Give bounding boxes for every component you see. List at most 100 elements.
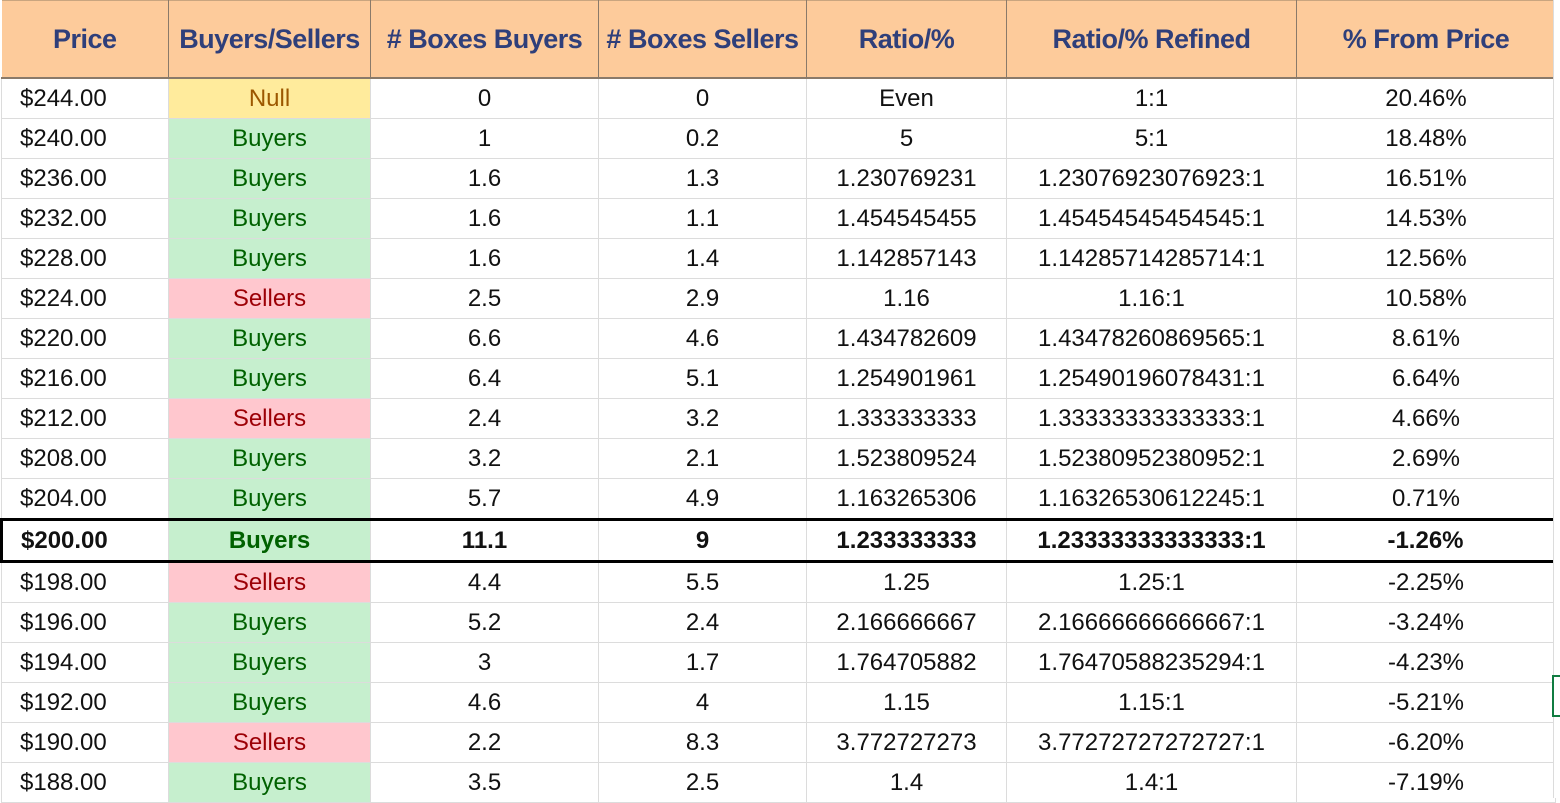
cell-boxes-buyers[interactable]: 1.6 bbox=[370, 238, 599, 279]
cell-price[interactable]: $216.00 bbox=[1, 358, 169, 399]
cell-ratio[interactable]: 1.4 bbox=[806, 762, 1007, 803]
cell-ratio-refined[interactable]: 2.16666666666667:1 bbox=[1006, 602, 1297, 643]
cell-price[interactable]: $204.00 bbox=[1, 478, 169, 520]
cell-price[interactable]: $220.00 bbox=[1, 318, 169, 359]
cell-boxes-buyers[interactable]: 2.5 bbox=[370, 278, 599, 319]
cell-buyers-sellers[interactable]: Buyers bbox=[168, 158, 371, 199]
cell-boxes-buyers[interactable]: 0 bbox=[370, 77, 599, 119]
cell-boxes-buyers[interactable]: 2.2 bbox=[370, 722, 599, 763]
cell-boxes-sellers[interactable]: 2.9 bbox=[598, 278, 807, 319]
header-from-price[interactable]: % From Price bbox=[1296, 0, 1556, 79]
cell-boxes-sellers[interactable]: 1.4 bbox=[598, 238, 807, 279]
header-boxes-sellers[interactable]: # Boxes Sellers bbox=[598, 0, 807, 79]
cell-from-price[interactable]: 0.71% bbox=[1296, 478, 1556, 520]
cell-buyers-sellers[interactable]: Buyers bbox=[168, 198, 371, 239]
cell-ratio-refined[interactable]: 1.4:1 bbox=[1006, 762, 1297, 803]
cell-ratio-refined[interactable]: 1.23076923076923:1 bbox=[1006, 158, 1297, 199]
cell-price[interactable]: $208.00 bbox=[1, 438, 169, 479]
cell-ratio-refined[interactable]: 1.16326530612245:1 bbox=[1006, 478, 1297, 520]
cell-ratio[interactable]: 1.142857143 bbox=[806, 238, 1007, 279]
cell-boxes-buyers[interactable]: 3.5 bbox=[370, 762, 599, 803]
cell-from-price[interactable]: -6.20% bbox=[1296, 722, 1556, 763]
cell-buyers-sellers[interactable]: Buyers bbox=[168, 602, 371, 643]
cell-from-price[interactable]: 20.46% bbox=[1296, 77, 1556, 119]
cell-ratio[interactable]: 1.254901961 bbox=[806, 358, 1007, 399]
header-boxes-buyers[interactable]: # Boxes Buyers bbox=[370, 0, 599, 79]
cell-ratio-refined[interactable]: 1.25490196078431:1 bbox=[1006, 358, 1297, 399]
cell-buyers-sellers[interactable]: Buyers bbox=[168, 318, 371, 359]
cell-ratio-refined[interactable]: 1.15:1 bbox=[1006, 682, 1297, 723]
cell-ratio[interactable]: 1.16 bbox=[806, 278, 1007, 319]
cell-price[interactable]: $212.00 bbox=[1, 398, 169, 439]
cell-from-price[interactable]: 12.56% bbox=[1296, 238, 1556, 279]
cell-boxes-sellers[interactable]: 9 bbox=[598, 518, 807, 563]
cell-ratio[interactable]: 1.25 bbox=[806, 561, 1007, 603]
cell-boxes-buyers[interactable]: 6.4 bbox=[370, 358, 599, 399]
cell-from-price[interactable]: 2.69% bbox=[1296, 438, 1556, 479]
header-price[interactable]: Price bbox=[1, 0, 169, 79]
cell-ratio[interactable]: 1.15 bbox=[806, 682, 1007, 723]
cell-ratio[interactable]: 1.163265306 bbox=[806, 478, 1007, 520]
cell-from-price[interactable]: 14.53% bbox=[1296, 198, 1556, 239]
cell-ratio[interactable]: 1.233333333 bbox=[806, 518, 1007, 563]
cell-boxes-buyers[interactable]: 4.6 bbox=[370, 682, 599, 723]
cell-price[interactable]: $236.00 bbox=[1, 158, 169, 199]
cell-boxes-buyers[interactable]: 3 bbox=[370, 642, 599, 683]
cell-ratio-refined[interactable]: 1.33333333333333:1 bbox=[1006, 398, 1297, 439]
cell-buyers-sellers[interactable]: Buyers bbox=[168, 762, 371, 803]
cell-from-price[interactable]: 10.58% bbox=[1296, 278, 1556, 319]
cell-ratio[interactable]: 1.434782609 bbox=[806, 318, 1007, 359]
cell-from-price[interactable]: -4.23% bbox=[1296, 642, 1556, 683]
cell-boxes-sellers[interactable]: 3.2 bbox=[598, 398, 807, 439]
cell-ratio-refined[interactable]: 1.25:1 bbox=[1006, 561, 1297, 603]
cell-ratio-refined[interactable]: 1.52380952380952:1 bbox=[1006, 438, 1297, 479]
cell-boxes-sellers[interactable]: 1.7 bbox=[598, 642, 807, 683]
cell-ratio[interactable]: 1.523809524 bbox=[806, 438, 1007, 479]
cell-ratio[interactable]: 1.454545455 bbox=[806, 198, 1007, 239]
cell-buyers-sellers[interactable]: Buyers bbox=[168, 118, 371, 159]
cell-boxes-sellers[interactable]: 5.5 bbox=[598, 561, 807, 603]
cell-buyers-sellers[interactable]: Sellers bbox=[168, 398, 371, 439]
cell-boxes-sellers[interactable]: 1.3 bbox=[598, 158, 807, 199]
cell-ratio-refined[interactable]: 1:1 bbox=[1006, 77, 1297, 119]
cell-price[interactable]: $192.00 bbox=[1, 682, 169, 723]
cell-price[interactable]: $194.00 bbox=[1, 642, 169, 683]
cell-price[interactable]: $198.00 bbox=[1, 561, 169, 603]
cell-boxes-buyers[interactable]: 11.1 bbox=[370, 518, 599, 563]
cell-from-price[interactable]: 18.48% bbox=[1296, 118, 1556, 159]
cell-boxes-sellers[interactable]: 0 bbox=[598, 77, 807, 119]
cell-price[interactable]: $188.00 bbox=[1, 762, 169, 803]
cell-ratio[interactable]: 2.166666667 bbox=[806, 602, 1007, 643]
cell-price[interactable]: $232.00 bbox=[1, 198, 169, 239]
cell-ratio-refined[interactable]: 1.43478260869565:1 bbox=[1006, 318, 1297, 359]
cell-price[interactable]: $190.00 bbox=[1, 722, 169, 763]
cell-boxes-buyers[interactable]: 1.6 bbox=[370, 158, 599, 199]
cell-from-price[interactable]: 6.64% bbox=[1296, 358, 1556, 399]
cell-buyers-sellers[interactable]: Buyers bbox=[168, 478, 371, 520]
cell-boxes-sellers[interactable]: 4.6 bbox=[598, 318, 807, 359]
cell-boxes-sellers[interactable]: 5.1 bbox=[598, 358, 807, 399]
cell-ratio[interactable]: 1.764705882 bbox=[806, 642, 1007, 683]
cell-price[interactable]: $200.00 bbox=[0, 518, 169, 563]
cell-boxes-sellers[interactable]: 4.9 bbox=[598, 478, 807, 520]
cell-boxes-sellers[interactable]: 2.1 bbox=[598, 438, 807, 479]
cell-ratio-refined[interactable]: 1.14285714285714:1 bbox=[1006, 238, 1297, 279]
cell-from-price[interactable]: 4.66% bbox=[1296, 398, 1556, 439]
cell-buyers-sellers[interactable]: Buyers bbox=[168, 238, 371, 279]
cell-ratio-refined[interactable]: 5:1 bbox=[1006, 118, 1297, 159]
cell-from-price[interactable]: -5.21% bbox=[1296, 682, 1556, 723]
cell-boxes-buyers[interactable]: 5.7 bbox=[370, 478, 599, 520]
header-ratio[interactable]: Ratio/% bbox=[806, 0, 1007, 79]
cell-boxes-sellers[interactable]: 0.2 bbox=[598, 118, 807, 159]
cell-boxes-buyers[interactable]: 2.4 bbox=[370, 398, 599, 439]
cell-ratio-refined[interactable]: 1.16:1 bbox=[1006, 278, 1297, 319]
cell-boxes-buyers[interactable]: 5.2 bbox=[370, 602, 599, 643]
cell-price[interactable]: $228.00 bbox=[1, 238, 169, 279]
cell-boxes-buyers[interactable]: 1.6 bbox=[370, 198, 599, 239]
cell-boxes-buyers[interactable]: 6.6 bbox=[370, 318, 599, 359]
cell-from-price[interactable]: 8.61% bbox=[1296, 318, 1556, 359]
cell-boxes-buyers[interactable]: 3.2 bbox=[370, 438, 599, 479]
cell-buyers-sellers[interactable]: Sellers bbox=[168, 722, 371, 763]
header-ratio-refined[interactable]: Ratio/% Refined bbox=[1006, 0, 1297, 79]
cell-boxes-sellers[interactable]: 8.3 bbox=[598, 722, 807, 763]
